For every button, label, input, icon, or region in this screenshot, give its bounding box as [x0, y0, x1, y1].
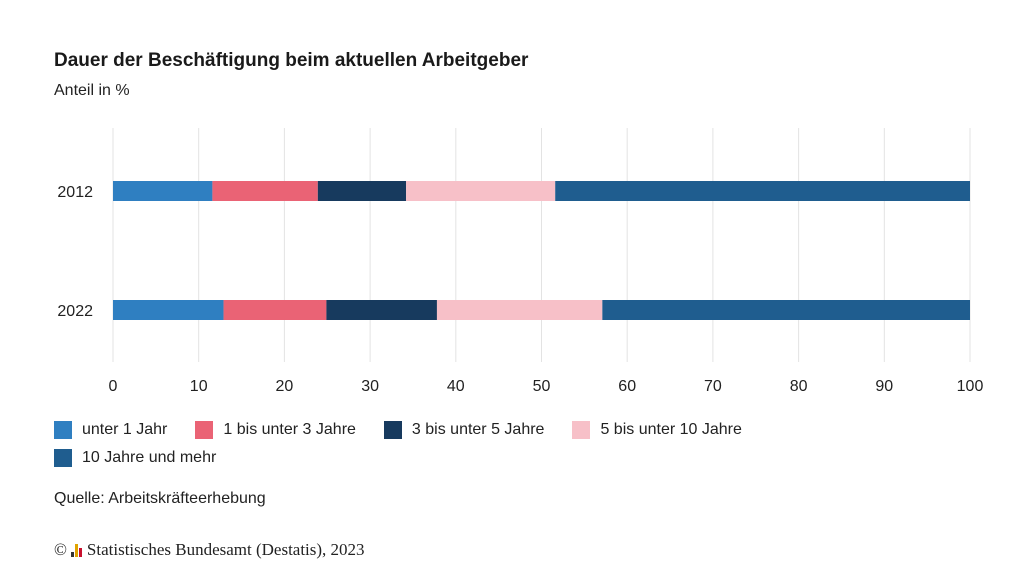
x-tick-label: 60 [618, 378, 636, 395]
x-tick-label: 100 [957, 378, 984, 395]
legend-swatch [54, 449, 72, 467]
legend-item: 1 bis unter 3 Jahre [195, 420, 356, 440]
y-category-label: 2012 [57, 184, 93, 201]
stacked-bar-chart: 0 10 20 30 40 50 60 70 80 90 100 2012 2022 [57, 128, 984, 395]
bar-segment [436, 300, 603, 320]
x-tick-label: 90 [875, 378, 893, 395]
bar-segment [113, 300, 224, 320]
x-tick-label: 40 [447, 378, 465, 395]
x-tick-label: 0 [109, 378, 118, 395]
legend-swatch [195, 421, 214, 439]
copyright-text: Statistisches Bundesamt (Destatis), 2023 [86, 540, 365, 559]
copyright: © Statistisches Bundesamt (Destatis), 20… [54, 540, 365, 560]
bar-segment [406, 181, 556, 201]
copyright-symbol: © [54, 540, 67, 559]
bar-segment [223, 300, 327, 320]
legend-item: unter 1 Jahr [54, 420, 167, 440]
legend-label: 3 bis unter 5 Jahre [411, 421, 545, 438]
bar-segment [326, 300, 437, 320]
chart-subtitle: Anteil in % [54, 82, 130, 99]
legend-label: 1 bis unter 3 Jahre [223, 421, 356, 438]
legend-item: 10 Jahre und mehr [54, 448, 216, 468]
x-tick-label: 30 [361, 378, 379, 395]
bar-segment [602, 300, 970, 320]
source-note: Quelle: Arbeitskräfteerhebung [54, 490, 266, 507]
x-tick-label: 50 [533, 378, 551, 395]
legend-label: 5 bis unter 10 Jahre [600, 421, 742, 438]
bar-segment [212, 181, 318, 201]
x-tick-label: 70 [704, 378, 722, 395]
chart-title: Dauer der Beschäftigung beim aktuellen A… [54, 50, 529, 71]
legend: unter 1 Jahr 1 bis unter 3 Jahre 3 bis unt… [54, 420, 874, 468]
x-tick-label: 10 [190, 378, 208, 395]
legend-item: 3 bis unter 5 Jahre [383, 420, 545, 440]
legend-swatch [54, 421, 72, 439]
legend-swatch [383, 421, 402, 439]
bar-segment [555, 181, 970, 201]
legend-label: 10 Jahre und mehr [82, 449, 217, 466]
x-tick-label: 80 [790, 378, 808, 395]
legend-swatch [572, 421, 591, 439]
bar-segment [317, 181, 407, 201]
destatis-logo-icon [70, 543, 83, 557]
y-category-label: 2022 [57, 303, 93, 320]
x-tick-label: 20 [276, 378, 294, 395]
legend-item: 5 bis unter 10 Jahre [572, 420, 742, 440]
bar-segment [113, 181, 213, 201]
legend-label: unter 1 Jahr [82, 421, 168, 438]
